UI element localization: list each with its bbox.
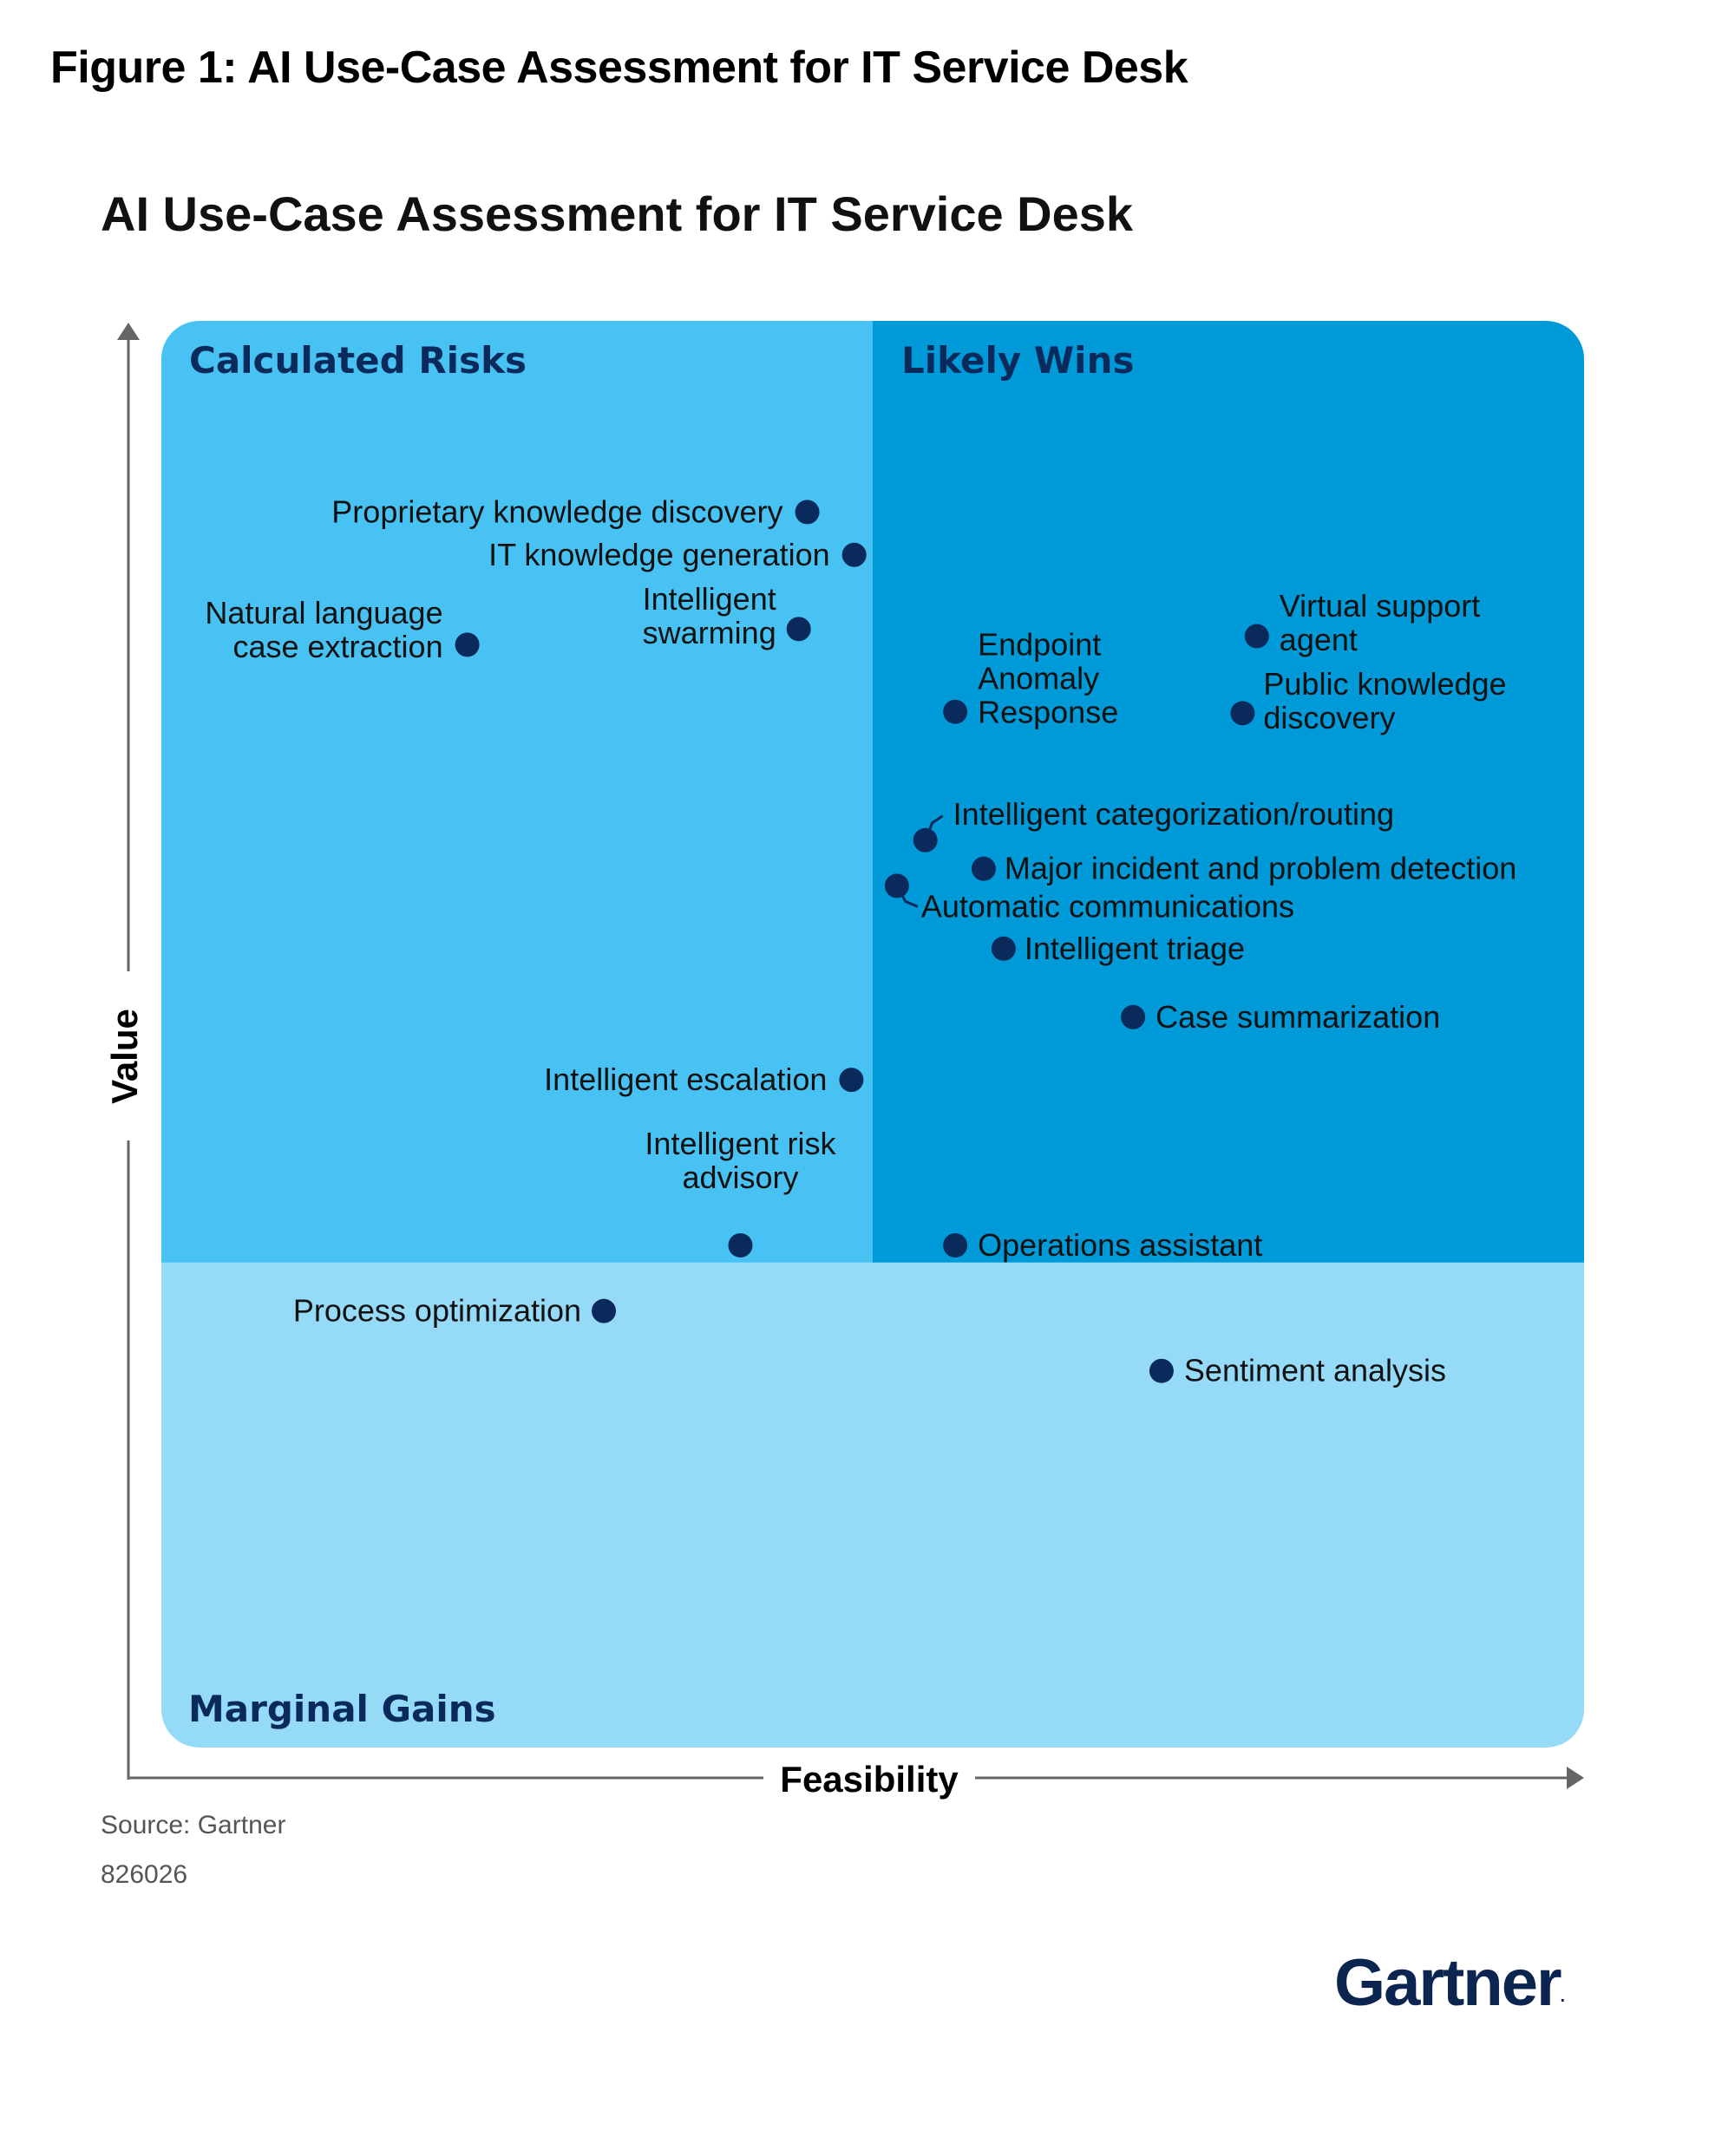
point-label: Public knowledge <box>1263 666 1506 702</box>
data-point-operations-assistant: Operations assistant <box>943 1227 1262 1263</box>
quadrant-label-likely-wins: Likely Wins <box>901 339 1134 382</box>
point-label: Process optimization <box>293 1293 581 1329</box>
data-point-automatic-communications: Automatic communications <box>884 873 1294 924</box>
point-label: Intelligent triage <box>1025 931 1245 966</box>
data-point-sentiment-analysis: Sentiment analysis <box>1149 1353 1446 1388</box>
point-label: Endpoint <box>978 627 1101 663</box>
point-marker <box>943 699 968 724</box>
x-axis-label: Feasibility <box>780 1759 959 1800</box>
data-point-major-incident-and-problem-detection: Major incident and problem detection <box>971 851 1516 886</box>
data-point-process-optimization: Process optimization <box>293 1293 617 1329</box>
point-marker <box>841 542 867 567</box>
logo-mark: . <box>1560 1987 1566 2006</box>
point-label: Major incident and problem detection <box>1005 851 1516 886</box>
quadrant-likely-wins <box>873 321 1584 1263</box>
point-label: advisory <box>682 1160 798 1195</box>
y-axis-arrow-icon <box>117 323 140 340</box>
data-point-case-summarization: Case summarization <box>1121 999 1440 1035</box>
point-marker <box>592 1298 617 1323</box>
point-label: Sentiment analysis <box>1184 1353 1446 1388</box>
point-marker <box>943 1232 968 1258</box>
point-label: Natural language <box>205 595 442 630</box>
point-marker <box>1244 624 1269 649</box>
x-axis: Feasibility <box>128 1759 1584 1800</box>
point-marker <box>455 632 480 657</box>
data-point-it-knowledge-generation: IT knowledge generation <box>488 537 867 572</box>
point-marker <box>839 1068 864 1093</box>
point-label: Anomaly <box>978 661 1099 696</box>
point-label: Virtual support <box>1280 588 1480 624</box>
point-label: Intelligent <box>643 581 776 617</box>
point-label: Case summarization <box>1156 999 1440 1035</box>
y-axis-label: Value <box>104 1009 145 1104</box>
document-id: 826026 <box>101 1860 188 1889</box>
point-label: Intelligent escalation <box>544 1062 827 1097</box>
point-marker <box>884 873 909 898</box>
x-axis-arrow-icon <box>1567 1767 1584 1789</box>
data-point-intelligent-escalation: Intelligent escalation <box>544 1062 864 1097</box>
gartner-logo: Gartner. <box>1334 1945 1565 2021</box>
data-point-proprietary-knowledge-discovery: Proprietary knowledge discovery <box>331 493 820 529</box>
point-marker <box>913 827 938 853</box>
point-label: swarming <box>643 615 776 650</box>
point-label: agent <box>1280 622 1358 657</box>
data-points: Proprietary knowledge discovery IT knowle… <box>205 493 1516 1388</box>
point-label: case extraction <box>232 629 442 664</box>
quadrant-label-marginal-gains: Marginal Gains <box>188 1688 496 1730</box>
quadrant-label-calculated-risks: Calculated Risks <box>189 339 527 382</box>
figure-caption: Figure 1: AI Use-Case Assessment for IT … <box>50 42 1188 93</box>
point-marker <box>1121 1004 1146 1029</box>
point-label: Intelligent categorization/routing <box>953 796 1394 832</box>
point-label: Proprietary knowledge discovery <box>331 493 782 529</box>
source-note: Source: Gartner <box>101 1811 286 1839</box>
point-marker <box>1149 1358 1174 1383</box>
point-label: Automatic communications <box>921 888 1294 924</box>
point-marker <box>728 1232 753 1258</box>
data-point-intelligent-categorization-routing: Intelligent categorization/routing <box>913 796 1394 853</box>
point-label: Intelligent risk <box>645 1126 836 1161</box>
data-point-intelligent-triage: Intelligent triage <box>991 931 1245 966</box>
point-marker <box>991 936 1016 961</box>
point-label: IT knowledge generation <box>488 537 830 572</box>
point-label: Response <box>978 695 1118 730</box>
y-axis: Value <box>104 323 145 1780</box>
point-marker <box>795 500 820 525</box>
logo-text: Gartner <box>1334 1946 1562 2020</box>
quadrant-calculated-risks <box>161 321 873 1263</box>
chart-title: AI Use-Case Assessment for IT Service De… <box>101 186 1134 241</box>
point-marker <box>786 617 811 642</box>
point-marker <box>1230 701 1255 726</box>
point-label: Operations assistant <box>978 1227 1262 1263</box>
point-label: discovery <box>1263 700 1395 735</box>
point-marker <box>971 856 996 881</box>
